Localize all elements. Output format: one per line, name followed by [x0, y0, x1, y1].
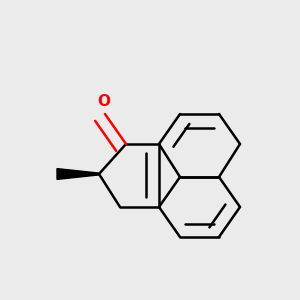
Polygon shape: [57, 169, 99, 179]
Text: O: O: [97, 94, 110, 110]
